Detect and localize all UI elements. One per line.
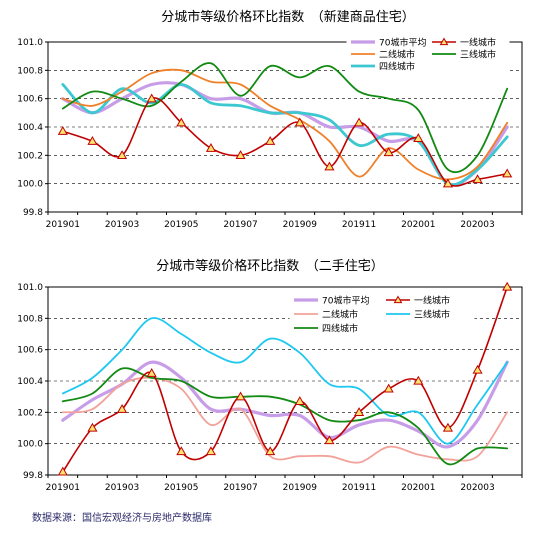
series-line [61,83,509,187]
data-point-marker [383,147,394,157]
x-tick-label: 201901 [46,483,80,493]
data-point-marker [87,422,98,432]
y-tick-label: 101.0 [17,38,43,48]
chart-panel: 分城市等级价格环比指数 （二手住宅） 99.8 100.0 100.2 100.4 100… [17,258,523,493]
y-tick-label: 100.4 [17,377,43,387]
series-line [62,97,508,187]
legend-marker [439,37,449,46]
y-tick-label: 100.2 [17,151,43,161]
x-tick-label: 201907 [223,220,257,230]
x-tick-label: 201907 [223,483,257,493]
y-tick-label: 100.0 [17,440,43,450]
y-tick-label: 100.0 [17,180,43,190]
y-tick-label: 101.0 [17,283,43,293]
y-tick-label: 100.6 [17,346,43,356]
legend-label: 三线城市 [414,309,450,321]
data-point-marker [265,135,276,145]
series-line [61,367,509,466]
series-line [61,360,509,449]
x-tick-label: 201903 [105,483,139,493]
x-tick-label: 201909 [283,483,318,493]
data-point-marker [294,396,305,406]
legend-label: 70城市平均 [379,37,426,49]
legend-label: 一线城市 [414,295,450,307]
x-tick-label: 201903 [105,220,139,230]
legend-label: 二线城市 [379,49,415,61]
legend-label: 四线城市 [322,323,358,335]
data-point-marker [176,446,187,456]
y-tick-label: 100.6 [17,95,43,105]
x-tick-label: 202003 [460,483,494,493]
data-point-marker [413,375,424,385]
series-line [61,68,509,181]
source-note: 数据来源：国信宏观经济与房地产数据库 [32,513,212,524]
legend-box [289,292,475,336]
y-tick-label: 99.8 [23,208,43,218]
data-point-marker [265,446,276,456]
chart-panel: 分城市等级价格环比指数 （新建商品住宅） 99.8 100.0 100.2 100.4 1… [17,9,523,230]
data-point-marker [442,178,453,188]
data-point-marker [502,168,513,178]
y-tick-label: 100.2 [17,408,43,418]
data-point-marker [354,117,365,127]
legend-label: 一线城市 [460,37,496,49]
data-point-marker [146,367,157,377]
data-point-marker [472,364,483,374]
y-tick-label: 100.8 [17,66,43,76]
x-tick-label: 201911 [342,220,376,230]
x-tick-label: 201909 [283,220,318,230]
x-tick-label: 202001 [401,220,435,230]
x-tick-label: 201911 [342,483,376,493]
data-point-marker [413,133,424,142]
chart-title: 分城市等级价格环比指数 （新建商品住宅） [161,9,415,25]
data-point-marker [235,150,246,159]
legend-label: 四线城市 [379,61,415,73]
series-line [61,317,509,445]
series-line [61,376,509,464]
data-point-marker [57,126,68,135]
y-tick-label: 99.8 [23,471,43,481]
data-point-marker [502,281,513,291]
data-point-marker [146,93,157,103]
legend-label: 三线城市 [460,49,496,61]
data-point-marker [294,117,305,127]
x-tick-label: 202001 [401,483,435,493]
x-tick-label: 201901 [46,220,80,230]
data-point-marker [117,150,128,159]
data-point-marker [117,403,128,413]
data-point-marker [205,446,216,456]
data-point-marker [472,174,483,184]
x-tick-label: 201905 [164,483,198,493]
x-tick-label: 202003 [460,220,494,230]
data-point-marker [235,391,246,401]
x-tick-label: 201905 [164,220,198,230]
y-tick-label: 100.8 [17,314,43,324]
series-line [61,81,509,187]
y-tick-label: 100.4 [17,123,43,133]
data-point-marker [383,383,394,393]
legend-label: 70城市平均 [322,295,369,307]
series-line [61,62,509,174]
data-point-marker [442,422,453,432]
data-point-marker [324,161,335,171]
data-point-marker [205,143,216,152]
data-point-marker [57,466,68,476]
series-line [62,286,508,473]
data-point-marker [176,117,187,127]
legend-marker [393,295,403,304]
legend-label: 二线城市 [322,309,358,321]
data-point-marker [354,407,365,416]
data-point-marker [324,435,335,445]
chart-title: 分城市等级价格环比指数 （二手住宅） [156,258,384,274]
data-point-marker [87,135,98,145]
